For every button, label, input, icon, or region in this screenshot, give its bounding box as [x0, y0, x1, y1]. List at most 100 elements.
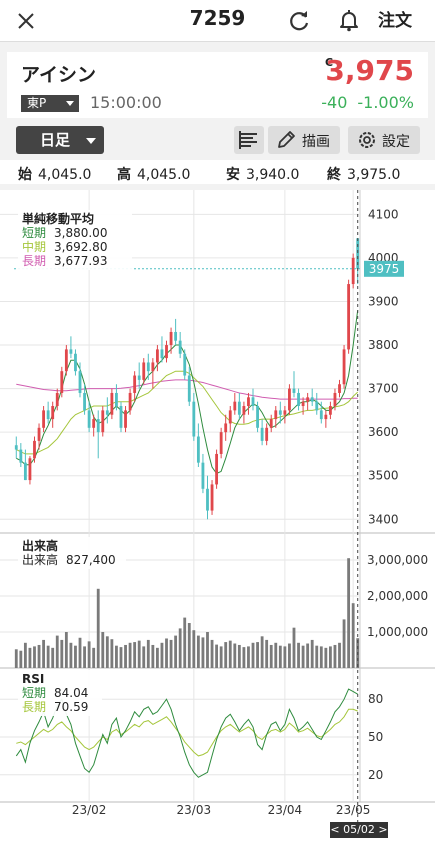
top-bar: 7259 注文 — [0, 0, 435, 42]
candle-body — [92, 419, 96, 428]
volume-bar — [87, 641, 91, 668]
candle-body — [278, 410, 282, 415]
volume-tick-label: 2,000,000 — [367, 589, 428, 603]
candle-body — [87, 410, 91, 428]
period-selector[interactable]: 日足 — [16, 126, 104, 154]
price-tick-label: 3500 — [368, 469, 399, 483]
low-label: 安 — [226, 167, 240, 183]
order-button[interactable]: 注文 — [378, 11, 412, 31]
stock-chart[interactable]: 410040003900380037003600350034003,000,00… — [0, 190, 435, 846]
volume-bar — [160, 642, 164, 668]
candle-body — [142, 362, 146, 380]
candle-body — [151, 362, 155, 372]
candle-body — [224, 423, 228, 433]
volume-bar — [74, 645, 77, 668]
candle-body — [351, 257, 355, 285]
settings-label: 設定 — [382, 134, 410, 150]
candle-body — [137, 375, 141, 380]
rsi-short-value: 84.04 — [54, 686, 89, 700]
volume-bar — [124, 644, 127, 668]
volume-bar — [19, 650, 23, 668]
volume-bar — [92, 647, 96, 668]
candle-body — [155, 349, 159, 363]
candle-body — [342, 349, 346, 385]
volume-bar — [347, 558, 351, 668]
volume-bar — [64, 632, 68, 668]
volume-bar — [83, 646, 86, 668]
volume-bar — [301, 645, 305, 668]
volume-bar — [342, 619, 346, 668]
volume-bar — [155, 647, 159, 668]
candle-body — [265, 427, 269, 441]
candle-body — [14, 445, 18, 450]
pencil-icon — [278, 131, 295, 148]
period-label: 日足 — [40, 131, 71, 149]
volume-bar — [228, 640, 232, 668]
candle-body — [328, 406, 332, 415]
volume-legend-title: 出来高 — [22, 539, 59, 553]
candle-body — [256, 406, 259, 428]
candle-body — [260, 427, 264, 441]
volume-bar — [51, 647, 55, 668]
volume-bar — [110, 639, 114, 668]
candle-body — [64, 349, 68, 372]
ma-legend-title: 単純移動平均 — [22, 212, 95, 226]
list-bars-icon — [239, 131, 257, 149]
candle-body — [356, 238, 360, 269]
volume-bar — [69, 642, 73, 668]
triangle-down-icon — [86, 138, 96, 144]
volume-tick-label: 3,000,000 — [367, 553, 428, 567]
candle-body — [210, 484, 214, 511]
volume-bar — [315, 645, 319, 668]
candle-body — [51, 406, 55, 420]
volume-bar — [260, 636, 264, 668]
volume-bar — [288, 643, 291, 668]
volume-bar — [23, 642, 27, 668]
stock-code: 7259 — [189, 6, 246, 30]
volume-bar — [215, 644, 219, 668]
volume-bar — [33, 646, 36, 668]
moving-average-lines — [16, 310, 359, 475]
candle-body — [183, 353, 187, 376]
ma-legend: 単純移動平均 短期 3,880.00 中期 3,692.80 長期 3,677.93 — [18, 210, 132, 270]
volume-bar — [237, 644, 241, 668]
volume-bar — [338, 642, 341, 668]
candle-body — [324, 414, 328, 420]
candle-body — [78, 371, 82, 393]
draw-button[interactable]: 描画 — [268, 126, 340, 154]
candle-body — [124, 410, 127, 428]
volume-bar — [242, 647, 246, 668]
volume-value: 827,400 — [66, 553, 116, 567]
indicator-list-button[interactable] — [234, 126, 264, 154]
settings-button[interactable]: 設定 — [348, 126, 420, 154]
candle-body — [115, 392, 118, 407]
market-label: 東P — [27, 96, 47, 110]
candle-body — [133, 375, 137, 393]
volume-bar — [96, 588, 100, 668]
gear-icon — [359, 132, 375, 148]
date-tick-label: 23/03 — [177, 803, 212, 817]
candle-body — [233, 401, 237, 411]
candle-body — [28, 458, 32, 481]
cursor-date-chip[interactable]: < 05/02 > — [330, 822, 388, 838]
volume-bar — [274, 642, 278, 668]
candle-body — [128, 392, 132, 411]
ma-long-value: 3,677.93 — [54, 254, 108, 268]
volume-bar — [328, 646, 332, 668]
ma-long-line — [16, 379, 358, 400]
price-tick-label: 3600 — [368, 425, 399, 439]
candle-body — [110, 392, 114, 415]
refresh-icon[interactable] — [286, 8, 312, 34]
close-icon[interactable] — [14, 9, 38, 33]
volume-bar — [169, 639, 173, 668]
market-selector[interactable]: 東P — [21, 95, 79, 112]
volume-bar — [206, 632, 209, 668]
candle-body — [55, 392, 59, 407]
volume-bar — [165, 638, 168, 668]
volume-legend: 出来高 出来高 827,400 — [18, 537, 126, 569]
volume-bar — [306, 643, 310, 668]
candle-body — [269, 419, 273, 428]
price-tick-label: 3700 — [368, 382, 399, 396]
bell-icon[interactable] — [336, 7, 362, 33]
candle-body — [347, 284, 351, 350]
